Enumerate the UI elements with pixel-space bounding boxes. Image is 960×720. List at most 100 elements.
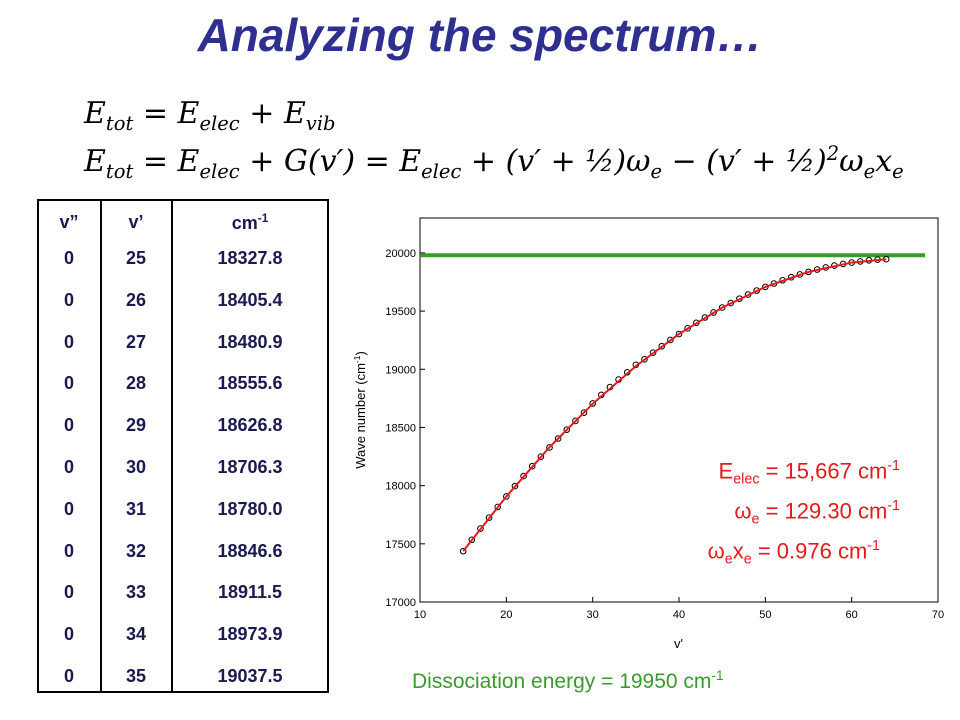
dissociation-note: Dissociation energy = 19950 cm-1 — [412, 668, 724, 694]
x-axis-label: v' — [674, 636, 683, 651]
equation: Etot = Eelec + Evib — [84, 96, 336, 135]
table-cell: 0 — [63, 457, 74, 477]
table-cell: 0 — [63, 373, 74, 394]
table-cell: 30 — [125, 457, 147, 477]
data-point — [511, 482, 519, 490]
text-segment: = 0.976 cm — [751, 538, 868, 564]
text-segment: x — [875, 144, 893, 179]
table-header: v’ — [86, 212, 186, 233]
x-tick-label: 10 — [414, 609, 426, 621]
table-cell: 0 — [63, 331, 74, 352]
annotation: Eelec = 15,667 cm-1 — [600, 458, 900, 488]
fit-line — [462, 258, 887, 552]
data-point — [649, 349, 657, 356]
text-segment: Dissociation energy = 19950 cm — [412, 670, 712, 693]
table-cell: 28 — [125, 373, 147, 394]
subscript: elec — [199, 160, 240, 183]
x-tick-label: 20 — [500, 609, 512, 621]
y-tick-label: 18500 — [385, 422, 416, 434]
data-point — [459, 547, 467, 555]
superscript: -1 — [711, 668, 724, 683]
y-tick-label: 19500 — [385, 306, 416, 318]
data-point — [641, 355, 648, 363]
subscript: e — [863, 160, 876, 183]
data-point — [572, 417, 579, 425]
table-cell: 0 — [63, 582, 74, 603]
subscript: e — [724, 551, 733, 568]
superscript: -1 — [867, 538, 880, 554]
text-segment: = E — [133, 144, 200, 179]
text-segment: = 15,667 cm — [759, 458, 888, 484]
text-segment: x — [732, 538, 744, 564]
x-tick-label: 40 — [673, 609, 685, 621]
subscript: tot — [105, 112, 134, 135]
text-segment: v’ — [128, 212, 144, 232]
table-cell: 31 — [125, 498, 147, 519]
text-segment: E — [84, 144, 106, 179]
subscript: vib — [305, 112, 336, 135]
y-axis-label: Wave number (cm-1) — [352, 351, 368, 469]
data-point — [537, 453, 545, 460]
text-segment: cm — [231, 213, 258, 233]
text-segment: + G(v′) = E — [239, 144, 422, 179]
y-tick-label: 17000 — [385, 597, 416, 609]
y-tick-label: 19000 — [385, 364, 416, 376]
data-point — [718, 304, 726, 311]
table-border — [37, 199, 329, 693]
data-point — [503, 493, 510, 500]
subscript: e — [650, 160, 663, 183]
data-point — [494, 503, 502, 511]
superscript: -1 — [887, 498, 900, 514]
data-point — [580, 409, 588, 416]
equation: Etot = Eelec + G(v′) = Eelec + (v′ + ½)ω… — [84, 142, 904, 183]
table-cell: 27 — [125, 331, 147, 352]
text-segment: ω — [734, 498, 752, 524]
table-cell: 26 — [125, 289, 147, 310]
table-cell: 18911.5 — [217, 582, 283, 603]
data-point — [675, 330, 683, 338]
table-header: cm-1 — [200, 212, 300, 234]
table-cell: 29 — [125, 415, 147, 436]
superscript: 2 — [826, 142, 840, 165]
superscript: -1 — [887, 458, 900, 474]
table-cell: 0 — [63, 415, 74, 436]
table-cell: 33 — [125, 582, 147, 603]
text-segment: ω — [707, 538, 725, 564]
subscript: elec — [199, 112, 240, 135]
slide-title: Analyzing the spectrum… — [197, 9, 763, 61]
text-segment: Wave number (cm — [353, 363, 369, 469]
subscript: elec — [421, 160, 462, 183]
data-point — [667, 336, 674, 344]
text-segment: E — [718, 458, 734, 484]
data-point — [710, 309, 717, 316]
table-header: v” — [19, 212, 119, 233]
text-segment: = 129.30 cm — [759, 498, 888, 524]
subscript: e — [743, 551, 752, 568]
annotation: ωexe = 0.976 cm-1 — [580, 538, 880, 568]
table-cell: 18555.6 — [217, 373, 283, 394]
subscript: elec — [733, 471, 760, 488]
table-cell: 0 — [63, 498, 74, 519]
data-point — [684, 325, 691, 332]
y-tick-label: 20000 — [385, 248, 416, 260]
x-tick-label: 70 — [932, 609, 944, 621]
y-tick-label: 18000 — [385, 481, 416, 493]
table-cell: 18706.3 — [217, 457, 283, 477]
table-cell: 18405.4 — [217, 289, 283, 310]
data-point — [658, 342, 666, 350]
subscript: e — [892, 160, 904, 183]
table-cell: 25 — [125, 248, 147, 268]
subscript: e — [751, 511, 760, 528]
table-cell: 18626.8 — [217, 415, 283, 436]
table-cell: 18846.6 — [217, 540, 283, 561]
text-segment: = E — [133, 96, 200, 131]
data-point — [589, 400, 596, 407]
data-point — [468, 536, 476, 544]
table-cell: 0 — [63, 624, 74, 645]
table-cell: 0 — [63, 540, 74, 561]
table-cell: 0 — [63, 666, 74, 686]
table-cell: 18780.0 — [217, 498, 283, 519]
text-segment: + E — [239, 96, 306, 131]
